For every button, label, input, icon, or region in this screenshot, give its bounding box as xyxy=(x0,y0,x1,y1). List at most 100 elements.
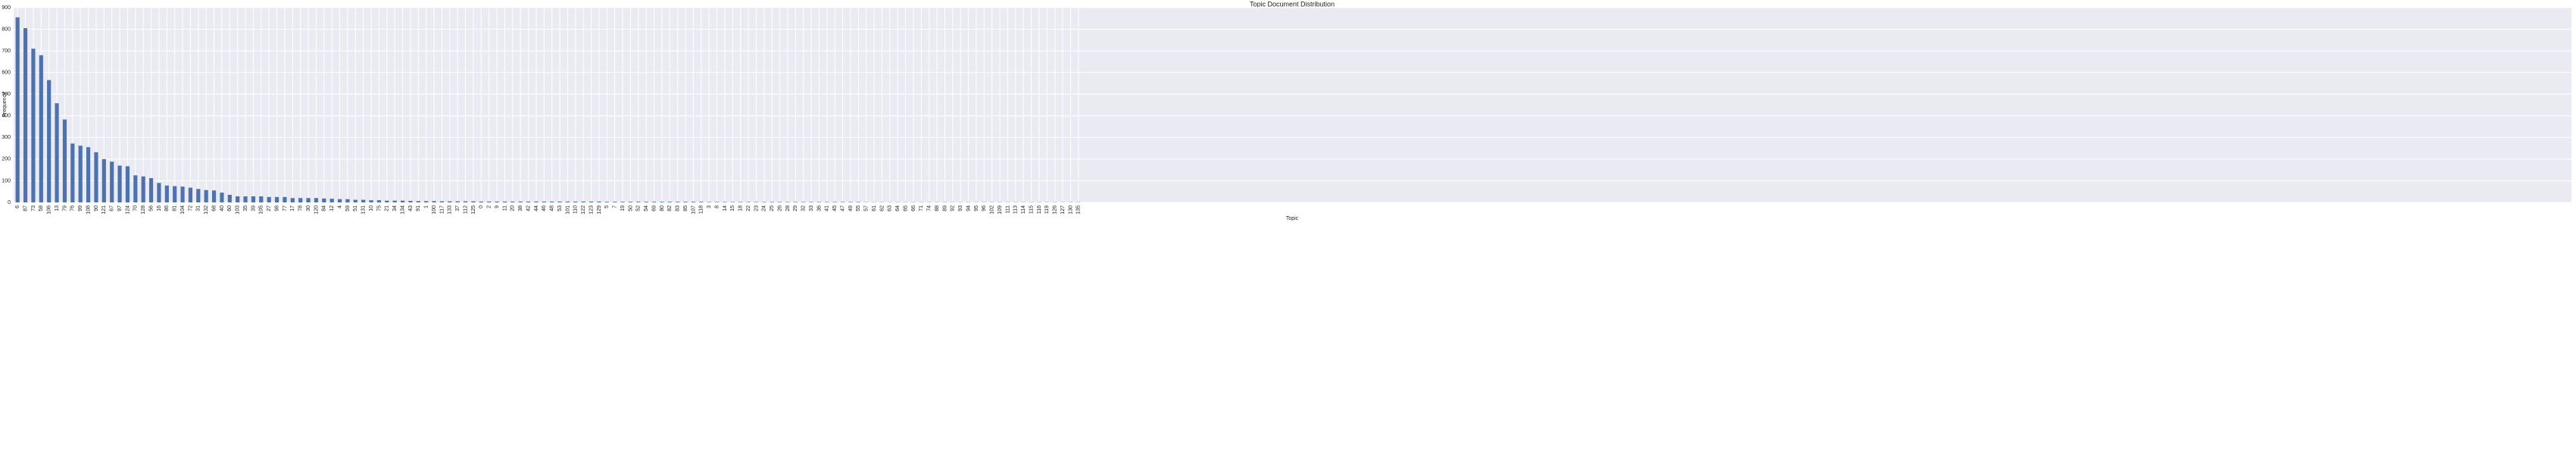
y-tick-label: 700 xyxy=(2,49,11,54)
x-tick-label: 76 xyxy=(70,205,76,211)
bar xyxy=(227,195,232,202)
x-tick-label: 89 xyxy=(942,205,948,211)
x-tick-label: 20 xyxy=(511,205,516,211)
bar xyxy=(47,80,52,203)
x-tick-label: 54 xyxy=(644,205,649,211)
x-tick-label: 78 xyxy=(298,205,304,211)
x-tick-label: 86 xyxy=(164,205,170,211)
x-tick-label: 116 xyxy=(1037,205,1042,214)
bar xyxy=(15,17,20,202)
x-tick-label: 117 xyxy=(439,205,445,214)
x-tick-label: 80 xyxy=(660,205,665,211)
x-tick-label: 60 xyxy=(227,205,233,211)
y-tick-label: 0 xyxy=(8,200,11,205)
x-tick-label: 25 xyxy=(770,205,775,211)
bar xyxy=(78,146,83,202)
x-tick-label: 110 xyxy=(573,205,579,214)
x-tick-label: 30 xyxy=(306,205,311,211)
x-tick-label: 8 xyxy=(714,205,720,208)
x-tick-label: 66 xyxy=(911,205,916,211)
x-tick-label: 17 xyxy=(290,205,295,211)
bar xyxy=(432,201,436,202)
bar xyxy=(62,119,67,202)
x-tick-label: 4 xyxy=(337,205,342,208)
bar xyxy=(400,200,405,202)
x-tick-label: 37 xyxy=(455,205,461,211)
x-tick-label: 75 xyxy=(376,205,382,211)
y-tick-label: 300 xyxy=(2,135,11,140)
x-tick-label: 69 xyxy=(651,205,657,211)
bar xyxy=(220,193,224,202)
plot-area xyxy=(14,8,2571,202)
x-tick-label: 114 xyxy=(1021,205,1026,214)
x-tick-label: 45 xyxy=(832,205,838,211)
bar xyxy=(39,55,43,202)
x-tick-label: 18 xyxy=(738,205,744,211)
y-tick-label: 400 xyxy=(2,114,11,119)
bar xyxy=(133,175,138,202)
bar xyxy=(345,199,350,202)
x-tick-label: 28 xyxy=(785,205,791,211)
x-tick-label: 12 xyxy=(329,205,335,211)
x-tick-label: 44 xyxy=(534,205,539,211)
x-tick-label: 118 xyxy=(699,205,704,214)
x-tick-label: 63 xyxy=(888,205,893,211)
x-tick-label: 47 xyxy=(840,205,845,211)
x-tick-label: 50 xyxy=(628,205,633,211)
bar xyxy=(196,189,201,202)
x-tick-label: 56 xyxy=(148,205,154,211)
x-tick-label: 79 xyxy=(62,205,67,211)
x-tick-label: 19 xyxy=(620,205,626,211)
x-tick-label: 105 xyxy=(259,205,264,215)
x-tick-label: 1 xyxy=(424,205,429,208)
x-tick-label: 51 xyxy=(353,205,358,211)
x-tick-label: 14 xyxy=(723,205,728,211)
y-tick-label: 100 xyxy=(2,178,11,183)
x-tick-label: 21 xyxy=(385,205,390,211)
bar xyxy=(337,199,342,202)
x-tick-label: 35 xyxy=(243,205,248,211)
x-tick-label: 48 xyxy=(550,205,555,211)
x-tick-label: 127 xyxy=(1060,205,1066,215)
bar xyxy=(376,200,382,202)
y-tick-label: 500 xyxy=(2,92,11,97)
x-tick-label: 40 xyxy=(220,205,225,211)
x-tick-label: 92 xyxy=(951,205,956,211)
x-tick-label: 112 xyxy=(463,205,468,214)
bar xyxy=(361,199,366,202)
x-tick-label: 53 xyxy=(557,205,563,211)
bar xyxy=(117,165,122,202)
x-tick-label: 113 xyxy=(1013,205,1019,214)
x-tick-label: 84 xyxy=(322,205,327,211)
bar xyxy=(188,187,193,202)
bar xyxy=(251,196,256,202)
y-tick-label: 200 xyxy=(2,157,11,162)
x-tick-label: 95 xyxy=(974,205,979,211)
x-tick-label: 27 xyxy=(267,205,272,211)
bar xyxy=(290,198,295,202)
x-tick-label: 7 xyxy=(613,205,618,208)
bar xyxy=(329,199,334,202)
x-tick-label: 49 xyxy=(848,205,854,211)
x-tick-label: 103 xyxy=(236,205,241,215)
bar xyxy=(283,196,287,202)
bar xyxy=(408,201,413,202)
bar xyxy=(101,158,106,202)
bar xyxy=(110,161,114,202)
bar xyxy=(180,186,185,202)
x-tick-label: 108 xyxy=(86,205,91,215)
x-tick-label: 81 xyxy=(173,205,178,211)
x-tick-label: 64 xyxy=(895,205,901,211)
x-tick-label: 57 xyxy=(864,205,870,211)
x-tick-label: 3 xyxy=(707,205,712,208)
x-tick-label: 42 xyxy=(526,205,531,211)
bar xyxy=(424,201,429,202)
bar xyxy=(204,190,208,202)
y-tick-label: 600 xyxy=(2,70,11,76)
x-tick-label: 74 xyxy=(927,205,932,211)
x-tick-label: 102 xyxy=(990,205,995,215)
x-tick-label: 129 xyxy=(597,205,602,215)
x-tick-label: 9 xyxy=(495,205,500,208)
y-axis-label: Frequency xyxy=(2,92,8,117)
